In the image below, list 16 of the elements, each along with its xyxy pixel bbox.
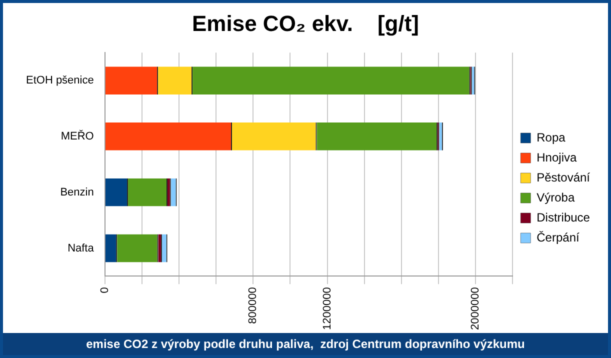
x-tick-label: 800000	[247, 287, 260, 324]
legend-label: Hnojiva	[536, 150, 577, 164]
legend-label: Distribuce	[536, 210, 590, 224]
y-tick-label: EtOH pšenice	[26, 74, 94, 87]
text: emise CO2 z výroby podle druhu paliva, zdroj Centrum dopravního výzkumu	[3, 333, 608, 355]
y-tick-label: Nafta	[68, 242, 95, 254]
y-tick-label: MEŘO	[60, 129, 94, 142]
legend-label: Čerpání	[536, 230, 580, 244]
chart-title: Emise CO₂ ekv. [g/t]	[191, 11, 420, 37]
legend-label: Pěstování	[536, 170, 591, 184]
legend-label: Ropa	[536, 130, 566, 144]
legend-label: Výroba	[536, 190, 575, 204]
y-tick-label: Benzin	[60, 186, 94, 198]
x-tick-label: 1200000	[321, 287, 334, 330]
x-tick-label: 0	[98, 287, 111, 294]
x-tick-label: 2000000	[470, 287, 482, 330]
